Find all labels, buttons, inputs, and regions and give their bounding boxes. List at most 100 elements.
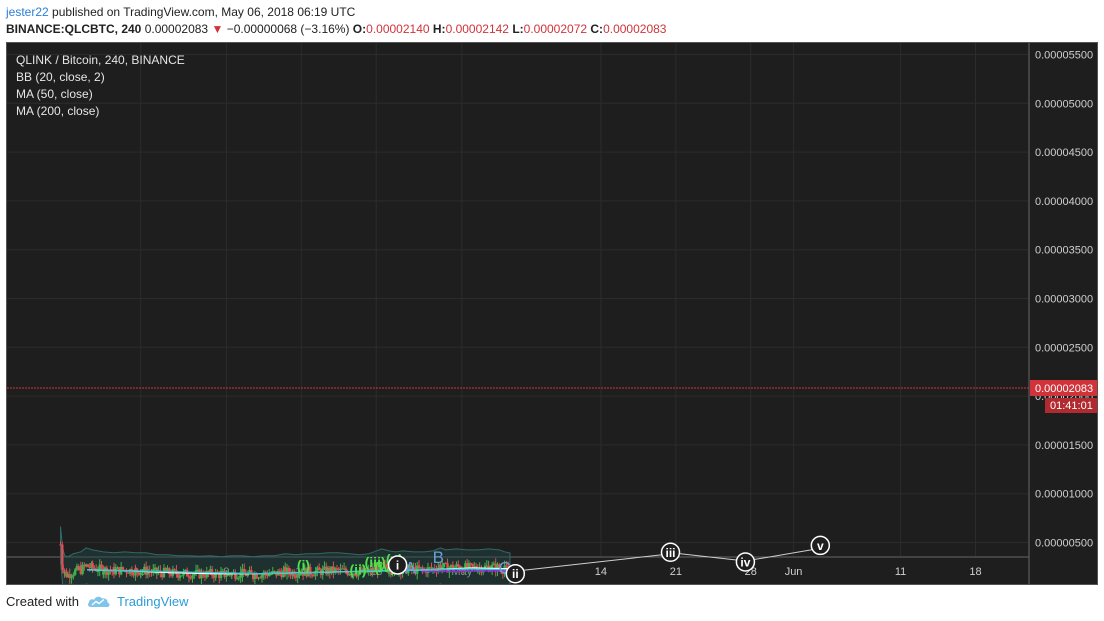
candle-body [348,574,351,576]
series-line [87,568,510,575]
candle-body [246,572,249,576]
candle-body [490,564,494,570]
candle-body [198,569,201,579]
wave-circle-label: iii [665,546,675,560]
candle-body [248,570,251,573]
created-with-text: Created with [6,594,79,609]
legend-ma50[interactable]: MA (50, close) [16,87,93,101]
wave-label: A [405,559,417,578]
candle-body [201,571,205,577]
candle-body [357,572,360,577]
candle-body [73,569,77,575]
candle-body [341,568,344,570]
candle-body [209,569,212,573]
tradingview-link[interactable]: TradingView [116,594,189,609]
candle-body [77,566,80,570]
candle-body [155,572,159,574]
candle-body [253,574,257,580]
candle-body [237,577,241,579]
candle-body [100,564,103,568]
candle-body [63,570,66,574]
candle-body [378,563,381,573]
candle-body [328,567,332,574]
candle-body [337,568,340,571]
candle-body [121,566,125,571]
wave-circle [660,542,681,563]
legend-ma200[interactable]: MA (200, close) [16,104,100,118]
candle-body [505,565,508,568]
candle-body [333,568,337,573]
candle-body [116,567,119,570]
chart-panel[interactable]: 0.00005500 0.00005000 0.00004500 0.00004000… [6,42,1098,585]
candle-body [177,574,180,578]
candle-body [492,563,496,565]
candle-body [141,571,144,573]
candle-body [109,570,112,572]
candle-body [178,576,182,578]
candle-body [389,572,393,574]
candle-body [419,567,422,569]
candle-body [385,564,389,569]
wave-label: B [433,548,444,567]
candle-body [98,564,101,572]
candle-body [485,565,488,567]
wave-circle [735,552,756,572]
candle-body [292,571,296,577]
price-tick-label: 0.00005500 [1035,50,1093,62]
candle-body [417,565,421,569]
candle-body [184,569,187,572]
price-tick-label: 0.00004500 [1035,147,1093,159]
author-link[interactable]: jester22 [6,5,49,19]
price-tick-label: 0.00003500 [1035,245,1093,257]
candle-body [469,563,472,565]
candle-body [444,563,447,565]
price-tick-label: 0.00002500 [1035,342,1093,354]
candle-body [449,564,453,568]
candle-body [421,567,424,570]
candle-body [189,577,192,579]
candle-body [285,567,289,575]
time-tick-label: 11 [895,566,906,578]
projection-path [509,546,826,573]
wave-label: (i) [297,557,310,573]
candle-body [473,566,476,568]
candle-body [330,566,333,574]
candle-body [273,571,276,573]
candle-body [346,571,349,576]
candle-body [88,566,91,568]
candle-body [298,574,301,576]
candle-body [250,570,253,573]
high-label: H: [432,22,446,36]
time-tick-label: Jun [785,566,803,578]
symbol-info-line: BINANCE:QLCBTC, 240 0.00002083 ▼ −0.0000… [6,21,666,38]
chart-canvas[interactable]: 0.00005500 0.00005000 0.00004500 0.00004000… [7,43,1097,584]
wave-circle-label: v [817,539,824,553]
candle-body [342,568,346,570]
tradingview-cloud-icon [87,596,110,607]
candle-body [287,567,291,573]
candle-body [271,570,274,574]
candle-body [153,567,157,570]
candle-body [267,574,271,577]
candle-body [339,568,342,571]
candle-body [255,574,258,579]
candle-body [137,572,141,575]
candle-body [169,574,173,576]
candle-body [391,573,394,575]
candle-body [234,572,237,579]
chart-legend: QLINK / Bitcoin, 240, BINANCE BB (20, cl… [16,52,185,120]
candle-body [86,564,90,567]
candle-body [364,568,367,573]
legend-bb[interactable]: BB (20, close, 2) [16,70,105,84]
candle-body [59,544,62,546]
symbol-label: BINANCE:QLCBTC, 240 [6,22,142,36]
candle-body [193,574,196,576]
candle-body [501,572,505,574]
candle-body [166,568,169,573]
candle-body [367,568,370,571]
candle-body [296,575,299,578]
candle-body [81,564,84,574]
candle-body [68,574,71,579]
candle-body [243,568,246,574]
candle-body [465,563,469,569]
